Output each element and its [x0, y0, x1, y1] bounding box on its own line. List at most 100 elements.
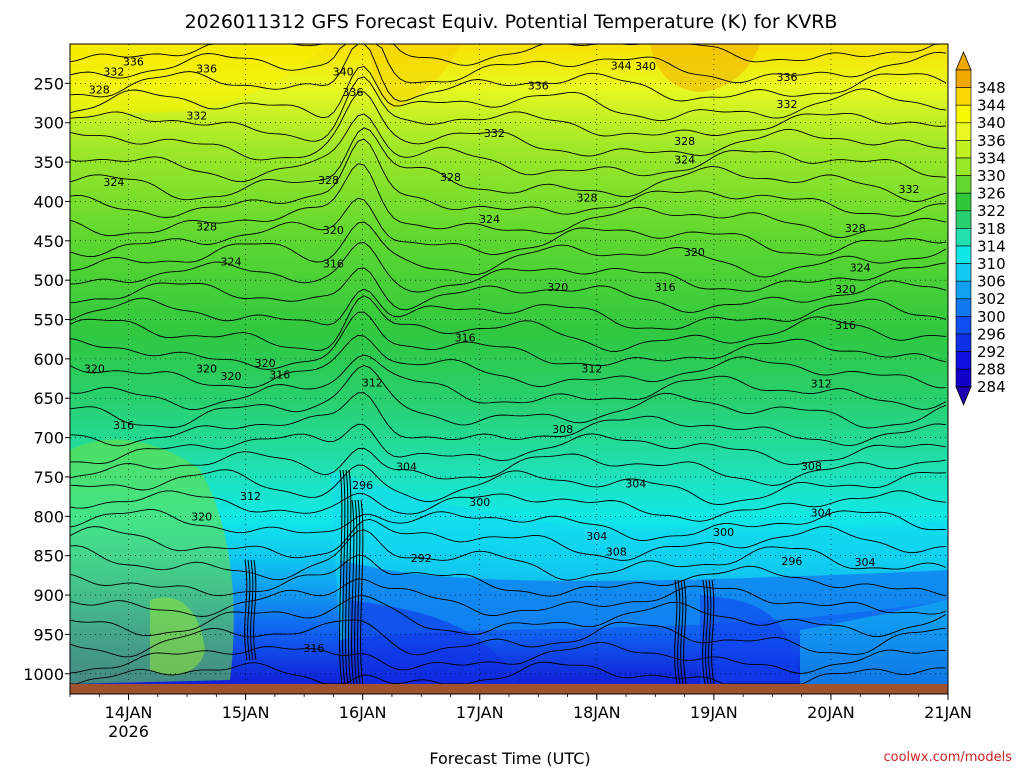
contour-label: 332 — [898, 183, 919, 196]
colorbar-swatch — [955, 175, 972, 194]
terrain-strip — [70, 684, 948, 694]
blob-warm-top-left — [70, 44, 330, 120]
contour-line-vertical — [247, 559, 251, 661]
contour-line — [70, 91, 947, 161]
contour-label: 308 — [801, 460, 822, 473]
contour-label: 332 — [484, 127, 505, 140]
contour-label: 304 — [396, 461, 417, 474]
contour-line-vertical — [253, 559, 257, 661]
contour-label: 320 — [835, 283, 856, 296]
y-tick-label: 750 — [33, 468, 64, 487]
contour-line-vertical — [339, 469, 343, 684]
contour-label: 328 — [845, 222, 866, 235]
contour-label: 308 — [606, 546, 627, 559]
contour-line — [70, 392, 947, 447]
colorbar-label: 330 — [977, 167, 1006, 185]
contour-label: 320 — [255, 357, 276, 370]
blob-cyan-low-right — [800, 600, 948, 684]
contour-label: 316 — [323, 258, 344, 271]
contour-line — [70, 44, 946, 66]
contour-label: 320 — [220, 370, 241, 383]
x-tick-label: 14JAN — [105, 703, 153, 722]
colorbar-swatch — [955, 210, 972, 229]
colorbar-label: 348 — [977, 79, 1006, 97]
contour-label: 328 — [196, 221, 217, 234]
x-tick-label: 15JAN — [222, 703, 270, 722]
colorbar-label: 314 — [977, 237, 1006, 255]
y-tick-label: 950 — [33, 625, 64, 644]
contour-line — [70, 288, 947, 330]
contour-line — [70, 518, 947, 561]
y-tick-label: 650 — [33, 389, 64, 408]
contour-line — [70, 127, 947, 203]
contour-label: 340 — [333, 66, 354, 79]
contour-line — [70, 423, 947, 466]
blob-warm-top-mid — [370, 44, 460, 110]
colorbar-swatch — [955, 245, 972, 264]
colorbar-swatch — [955, 280, 972, 300]
contour-line — [70, 163, 947, 238]
contour-line — [70, 267, 947, 313]
contour-label: 320 — [196, 362, 217, 375]
contour-line-vertical — [680, 579, 684, 684]
colorbar-label: 296 — [977, 325, 1006, 343]
contour-label: 316 — [269, 369, 290, 382]
contour-line — [70, 365, 947, 429]
contour-line — [70, 295, 947, 352]
colorbar-label: 344 — [977, 97, 1006, 115]
contour-label: 308 — [552, 423, 573, 436]
blob-blue-mid — [340, 560, 948, 650]
colorbar-label: 318 — [977, 220, 1006, 238]
colorbar-swatch — [955, 87, 972, 106]
contour-label: 304 — [586, 530, 607, 543]
contour-line-vertical — [674, 579, 678, 684]
contour-label: 312 — [811, 377, 832, 390]
colorbar-label: 336 — [977, 132, 1006, 150]
chart-title: 2026011312 GFS Forecast Equiv. Potential… — [185, 11, 838, 33]
colorbar-swatch — [955, 228, 972, 247]
contour-line — [70, 334, 947, 389]
colorbar-swatch — [955, 351, 972, 370]
y-tick-label: 300 — [33, 114, 64, 133]
colorbar-label: 334 — [977, 149, 1006, 167]
colorbar-swatch — [955, 316, 972, 335]
y-tick-label: 550 — [33, 311, 64, 330]
contour-label: 324 — [103, 176, 124, 189]
colorbar-swatch — [955, 368, 972, 388]
contour-label: 340 — [635, 60, 656, 73]
contour-line — [70, 44, 947, 102]
y-tick-label: 1000 — [23, 665, 64, 684]
colorbar-top-arrow — [955, 50, 972, 71]
colorbar-label: 306 — [977, 273, 1006, 291]
grid-lines — [70, 44, 948, 684]
contour-line — [70, 578, 947, 617]
contour-line-vertical — [705, 579, 709, 684]
contour-label: 320 — [84, 362, 105, 375]
blob-green-inner — [150, 597, 205, 675]
contour-line-vertical — [351, 499, 355, 684]
contour-line — [70, 44, 947, 84]
contour-label: 296 — [781, 555, 802, 568]
y-tick-label: 600 — [33, 350, 64, 369]
colorbar-swatch — [955, 122, 972, 141]
contour-line — [70, 447, 947, 486]
contour-label: 328 — [318, 174, 339, 187]
contour-label: 336 — [342, 86, 363, 99]
contour-label: 332 — [777, 98, 798, 111]
contour-label: 324 — [674, 154, 695, 167]
contour-label: 312 — [362, 376, 383, 389]
contour-line-vertical — [360, 499, 364, 684]
contour-line — [70, 661, 947, 684]
contour-label: 320 — [191, 510, 212, 523]
colorbar-swatch — [955, 263, 972, 282]
contour-label: 328 — [577, 192, 598, 205]
colorbar-label: 292 — [977, 343, 1006, 361]
y-tick-label: 850 — [33, 547, 64, 566]
contour-label: 324 — [479, 213, 500, 226]
y-tick-label: 800 — [33, 507, 64, 526]
contour-line — [70, 642, 947, 674]
contour-label: 320 — [547, 281, 568, 294]
